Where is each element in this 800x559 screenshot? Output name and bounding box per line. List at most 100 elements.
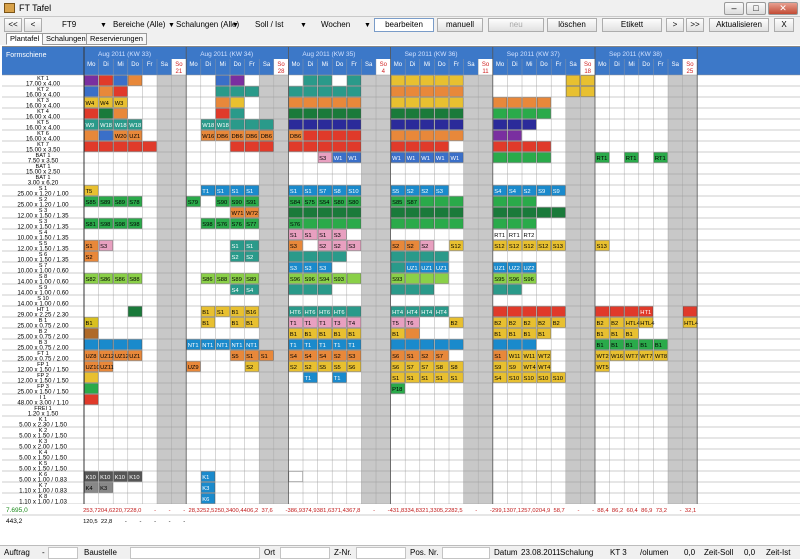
schedule-cell[interactable]: [215, 185, 230, 196]
schedule-cell[interactable]: [332, 339, 347, 350]
schedule-cell[interactable]: [98, 75, 113, 86]
schedule-cell[interactable]: [113, 108, 128, 119]
schedule-cell[interactable]: [390, 350, 405, 361]
schedule-cell[interactable]: [230, 218, 245, 229]
schedule-cell[interactable]: [390, 251, 405, 262]
schedule-cell[interactable]: [201, 482, 216, 493]
schedule-cell[interactable]: [98, 273, 113, 284]
schedule-cell[interactable]: [609, 317, 624, 328]
schedule-cell[interactable]: [332, 185, 347, 196]
schedule-cell[interactable]: [507, 130, 522, 141]
schedule-cell[interactable]: [332, 350, 347, 361]
next-page-button[interactable]: >: [666, 18, 684, 32]
schedule-cell[interactable]: [551, 306, 566, 317]
schedule-cell[interactable]: [507, 372, 522, 383]
schedule-cell[interactable]: [493, 262, 508, 273]
schedule-cell[interactable]: [347, 361, 362, 372]
schedule-cell[interactable]: [420, 339, 435, 350]
schedule-cell[interactable]: [507, 196, 522, 207]
schedule-cell[interactable]: [507, 273, 522, 284]
schedule-cell[interactable]: [332, 119, 347, 130]
schedule-cell[interactable]: [405, 218, 420, 229]
schedule-cell[interactable]: [332, 141, 347, 152]
schedule-cell[interactable]: [317, 196, 332, 207]
schedule-cell[interactable]: [347, 350, 362, 361]
schedule-cell[interactable]: [230, 185, 245, 196]
schedule-cell[interactable]: [201, 306, 216, 317]
schedule-cell[interactable]: [420, 152, 435, 163]
schedule-cell[interactable]: [493, 108, 508, 119]
schedule-cell[interactable]: [230, 317, 245, 328]
schedule-cell[interactable]: [317, 284, 332, 295]
schedule-cell[interactable]: [303, 207, 318, 218]
schedule-cell[interactable]: [317, 130, 332, 141]
schedule-cell[interactable]: [434, 372, 449, 383]
schedule-cell[interactable]: [595, 240, 610, 251]
schedule-cell[interactable]: [347, 328, 362, 339]
schedule-cell[interactable]: [390, 273, 405, 284]
schedule-cell[interactable]: [390, 240, 405, 251]
schedule-cell[interactable]: [303, 97, 318, 108]
schedule-cell[interactable]: [682, 317, 697, 328]
schedule-cell[interactable]: [405, 262, 420, 273]
schedule-cell[interactable]: [128, 196, 143, 207]
schedule-cell[interactable]: [580, 86, 595, 97]
schedule-cell[interactable]: [449, 130, 464, 141]
schedule-cell[interactable]: [420, 361, 435, 372]
schedule-cell[interactable]: [317, 339, 332, 350]
schedule-cell[interactable]: [507, 229, 522, 240]
schedule-cell[interactable]: [230, 196, 245, 207]
schedule-cell[interactable]: [405, 196, 420, 207]
schedule-cell[interactable]: [317, 97, 332, 108]
schedule-cell[interactable]: [303, 339, 318, 350]
schedule-cell[interactable]: [405, 361, 420, 372]
schedule-cell[interactable]: [347, 218, 362, 229]
schedule-cell[interactable]: [128, 471, 143, 482]
schedule-cell[interactable]: [405, 108, 420, 119]
schedule-cell[interactable]: [215, 130, 230, 141]
schedule-cell[interactable]: [303, 185, 318, 196]
schedule-cell[interactable]: [332, 306, 347, 317]
schedule-cell[interactable]: [522, 317, 537, 328]
schedule-cell[interactable]: [113, 350, 128, 361]
schedule-cell[interactable]: [215, 119, 230, 130]
schedule-cell[interactable]: [303, 350, 318, 361]
schedule-cell[interactable]: [244, 273, 259, 284]
schedule-cell[interactable]: [244, 196, 259, 207]
schedule-cell[interactable]: [522, 185, 537, 196]
schedule-cell[interactable]: [201, 218, 216, 229]
schedule-cell[interactable]: [113, 97, 128, 108]
wochen-arrow-icon[interactable]: ▼: [364, 22, 371, 29]
schedule-cell[interactable]: [288, 196, 303, 207]
schedule-cell[interactable]: [98, 196, 113, 207]
schedule-cell[interactable]: [113, 471, 128, 482]
schedule-cell[interactable]: [347, 240, 362, 251]
schedule-cell[interactable]: [113, 196, 128, 207]
ft-select-arrow-icon[interactable]: ▼: [100, 22, 107, 29]
schedule-cell[interactable]: [244, 119, 259, 130]
schedule-cell[interactable]: [493, 196, 508, 207]
schedule-cell[interactable]: [303, 273, 318, 284]
schedule-cell[interactable]: [303, 361, 318, 372]
schedule-cell[interactable]: [215, 273, 230, 284]
close-icon[interactable]: ✕: [768, 2, 798, 15]
schedule-cell[interactable]: [639, 350, 654, 361]
schedule-cell[interactable]: [434, 218, 449, 229]
schedule-cell[interactable]: [390, 361, 405, 372]
schedule-cell[interactable]: [536, 97, 551, 108]
schedule-cell[interactable]: [128, 306, 143, 317]
schedule-cell[interactable]: [317, 350, 332, 361]
schedule-cell[interactable]: [624, 350, 639, 361]
schedule-cell[interactable]: [142, 141, 157, 152]
planning-grid[interactable]: Formschiene Aug 2011 (KW 33) Mo Di Mi Do Fr Sa S…: [2, 46, 800, 544]
schedule-cell[interactable]: [303, 108, 318, 119]
schedule-cell[interactable]: [84, 75, 99, 86]
schedule-cell[interactable]: [522, 97, 537, 108]
schedule-cell[interactable]: [317, 262, 332, 273]
schedule-cell[interactable]: [98, 108, 113, 119]
schedule-cell[interactable]: [332, 273, 347, 284]
tab-plantafel[interactable]: Plantafel: [6, 33, 44, 45]
schedule-cell[interactable]: [507, 207, 522, 218]
schedule-cell[interactable]: [332, 251, 347, 262]
schedule-cell[interactable]: [493, 273, 508, 284]
